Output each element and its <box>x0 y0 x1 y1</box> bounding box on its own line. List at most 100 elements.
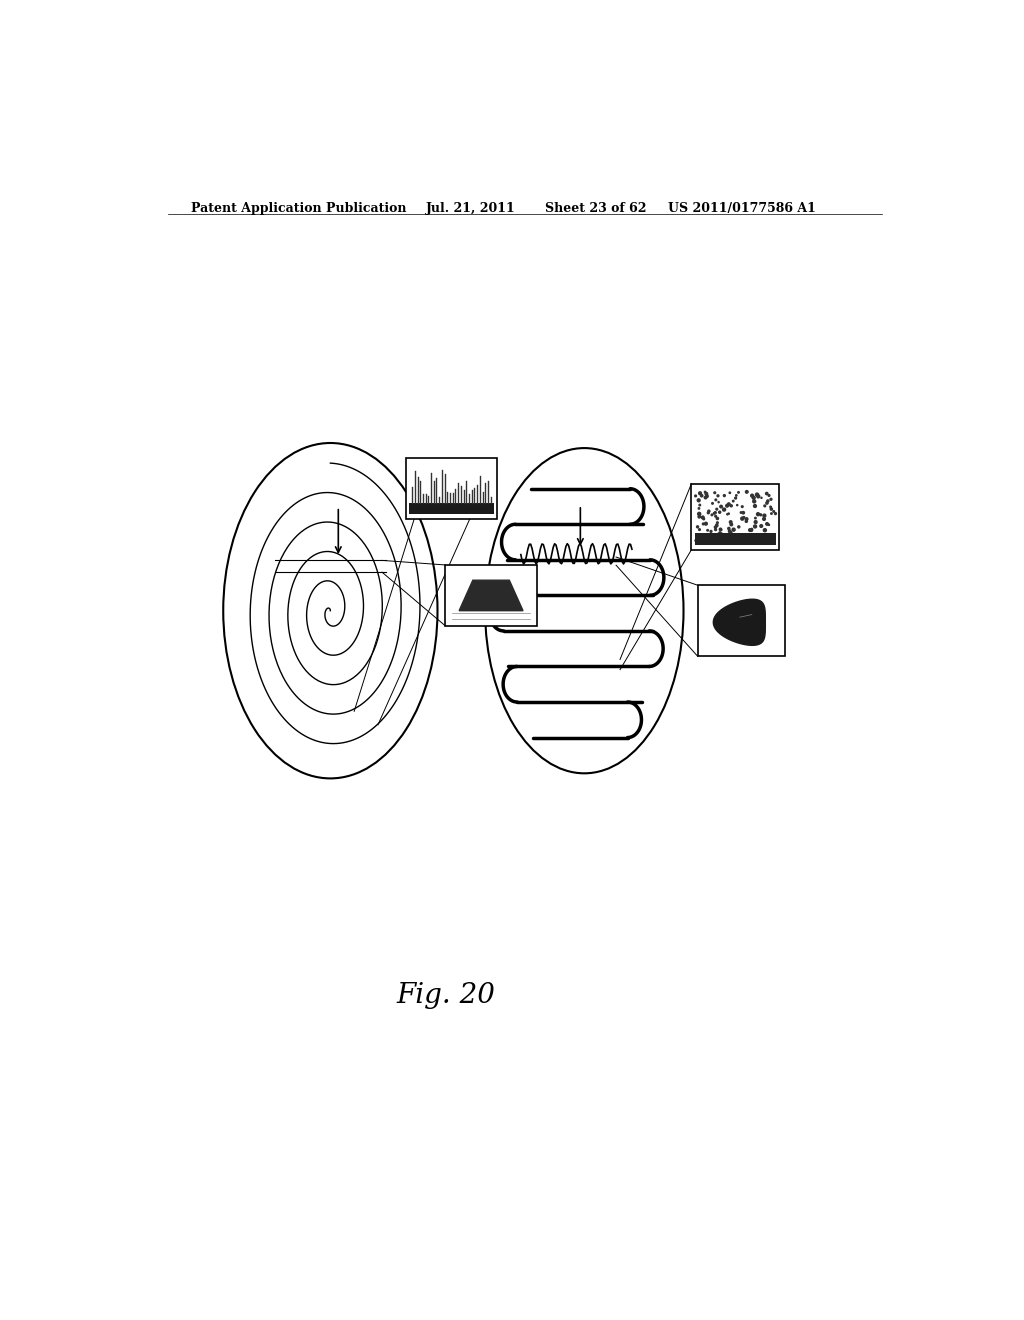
Polygon shape <box>714 599 765 645</box>
Point <box>715 531 731 552</box>
Bar <box>409 503 494 515</box>
Point <box>708 516 724 537</box>
Point <box>709 527 725 548</box>
Point <box>738 508 755 529</box>
Point <box>689 516 706 537</box>
Point <box>718 527 734 548</box>
Point <box>746 495 763 516</box>
Point <box>750 504 766 525</box>
Point <box>760 491 776 512</box>
Text: US 2011/0177586 A1: US 2011/0177586 A1 <box>668 202 815 215</box>
Point <box>719 495 735 516</box>
Point <box>721 503 737 524</box>
Point <box>748 512 764 533</box>
Point <box>702 521 719 543</box>
Point <box>700 502 717 523</box>
Point <box>728 484 744 506</box>
Point <box>691 519 708 540</box>
Point <box>713 496 729 517</box>
Point <box>690 528 707 549</box>
Point <box>743 520 760 541</box>
Point <box>722 482 738 503</box>
Point <box>730 482 746 503</box>
Point <box>743 519 760 540</box>
Point <box>759 492 775 513</box>
Point <box>708 519 724 540</box>
Point <box>712 524 728 545</box>
Point <box>725 519 741 540</box>
Point <box>723 513 739 535</box>
Point <box>736 507 753 528</box>
Point <box>712 502 728 523</box>
Point <box>712 523 728 544</box>
Point <box>744 527 761 548</box>
Point <box>763 499 779 520</box>
Point <box>710 512 726 533</box>
Point <box>691 503 708 524</box>
Point <box>716 499 732 520</box>
Point <box>700 500 717 521</box>
Point <box>697 487 714 508</box>
Point <box>716 484 732 506</box>
Point <box>734 496 751 517</box>
Point <box>709 515 725 536</box>
Point <box>721 494 737 515</box>
Point <box>754 487 770 508</box>
Point <box>745 487 762 508</box>
Point <box>757 495 773 516</box>
Bar <box>694 533 775 545</box>
Point <box>761 515 777 536</box>
Point <box>749 484 765 506</box>
Point <box>697 482 714 503</box>
Point <box>711 491 727 512</box>
Point <box>707 502 723 523</box>
Text: Sheet 23 of 62: Sheet 23 of 62 <box>545 202 646 215</box>
Point <box>735 502 752 523</box>
Point <box>719 504 735 525</box>
Point <box>763 496 779 517</box>
Point <box>713 519 729 540</box>
Point <box>721 527 737 548</box>
Point <box>699 520 716 541</box>
Point <box>759 513 775 535</box>
Point <box>731 529 748 550</box>
Point <box>759 483 775 504</box>
Point <box>691 506 708 527</box>
Bar <box>445 565 537 626</box>
Point <box>760 531 776 552</box>
Point <box>723 495 739 516</box>
Point <box>692 483 709 504</box>
Point <box>756 508 772 529</box>
Point <box>754 529 770 550</box>
Point <box>767 503 783 524</box>
Point <box>763 529 779 550</box>
Point <box>695 508 712 529</box>
Point <box>709 499 725 520</box>
Text: Fig. 20: Fig. 20 <box>396 982 495 1008</box>
Point <box>725 491 741 512</box>
Point <box>763 503 779 524</box>
Point <box>693 486 710 507</box>
Bar <box>406 458 497 519</box>
Point <box>722 523 738 544</box>
Point <box>751 529 767 550</box>
Bar <box>691 483 778 549</box>
Point <box>698 483 715 504</box>
Point <box>714 524 730 545</box>
Point <box>710 524 726 545</box>
Point <box>713 519 729 540</box>
Point <box>746 516 763 537</box>
Point <box>690 490 707 511</box>
Point <box>743 484 760 506</box>
Text: Patent Application Publication: Patent Application Publication <box>191 202 407 215</box>
Point <box>729 495 745 516</box>
Point <box>721 531 737 552</box>
Point <box>730 527 746 548</box>
Point <box>694 507 711 528</box>
Point <box>727 487 743 508</box>
Point <box>695 513 712 535</box>
Point <box>710 508 726 529</box>
Point <box>766 500 782 521</box>
Point <box>691 498 708 519</box>
Point <box>741 520 758 541</box>
